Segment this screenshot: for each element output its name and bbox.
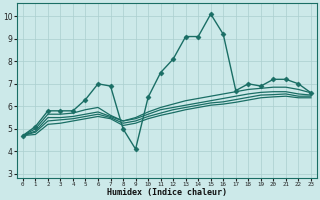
X-axis label: Humidex (Indice chaleur): Humidex (Indice chaleur) <box>107 188 227 197</box>
